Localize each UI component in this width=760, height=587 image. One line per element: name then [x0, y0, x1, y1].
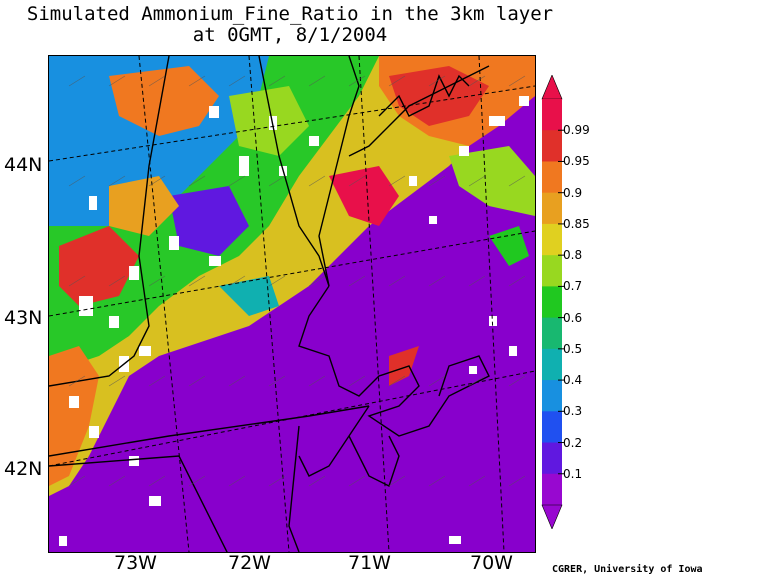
- colorbar-segment: [542, 473, 562, 506]
- colorbar-segment: [542, 442, 562, 475]
- colorbar-segment: [542, 161, 562, 194]
- colorbar-segment: [542, 192, 562, 225]
- colorbar-tick-label: 0.6: [563, 310, 583, 325]
- latitude-label-43n: 43N: [4, 307, 43, 329]
- colorbar-segment: [542, 380, 562, 412]
- colorbar-bottom-triangle: [541, 504, 563, 529]
- map-canvas: [49, 56, 535, 552]
- colorbar-segment: [542, 411, 562, 444]
- concentration-map: [48, 55, 536, 553]
- wind-barbs: [68, 75, 526, 487]
- missing-data-cells: [59, 96, 529, 546]
- latitude-label-42n: 42N: [4, 458, 43, 480]
- colorbar-tick-label: 0.5: [563, 341, 583, 356]
- colorbar: [541, 75, 564, 529]
- longitude-label-70w: 70W: [470, 552, 513, 574]
- colorbar-tick-label: 0.95: [563, 154, 590, 169]
- colorbar-segment: [542, 348, 562, 381]
- colorbar-segment: [542, 99, 562, 131]
- map-title-line1: Simulated Ammonium_Fine_Ratio in the 3km…: [26, 3, 554, 25]
- colorbar-segment: [542, 286, 562, 319]
- credit-text: CGRER, University of Iowa: [552, 564, 703, 575]
- colorbar-tick-label: 0.85: [563, 216, 590, 231]
- colorbar-tick-label: 0.4: [563, 373, 583, 388]
- colorbar-top-triangle: [541, 75, 563, 100]
- state-boundaries: [49, 56, 490, 552]
- colorbar-tick-label: 0.2: [563, 435, 583, 450]
- colorbar-segment: [542, 223, 562, 256]
- colorbar-segment: [542, 317, 562, 350]
- longitude-label-73w: 73W: [114, 552, 157, 574]
- colorbar-tick-label: 0.99: [563, 123, 590, 138]
- colorbar-segment: [542, 130, 562, 162]
- latitude-label-44n: 44N: [4, 154, 43, 176]
- longitude-label-72w: 72W: [228, 552, 271, 574]
- colorbar-tick-label: 0.3: [563, 404, 583, 419]
- colorbar-tick-label: 0.9: [563, 185, 583, 200]
- high-ratio-regions: [49, 56, 535, 496]
- longitude-label-71w: 71W: [348, 552, 391, 574]
- colorbar-tick-label: 0.7: [563, 279, 583, 294]
- colorbar-tick-label: 0.8: [563, 248, 583, 263]
- colorbar-segment: [542, 255, 562, 287]
- colorbar-tick-label: 0.1: [563, 466, 583, 481]
- map-title-line2: at 0GMT, 8/1/2004: [192, 24, 388, 46]
